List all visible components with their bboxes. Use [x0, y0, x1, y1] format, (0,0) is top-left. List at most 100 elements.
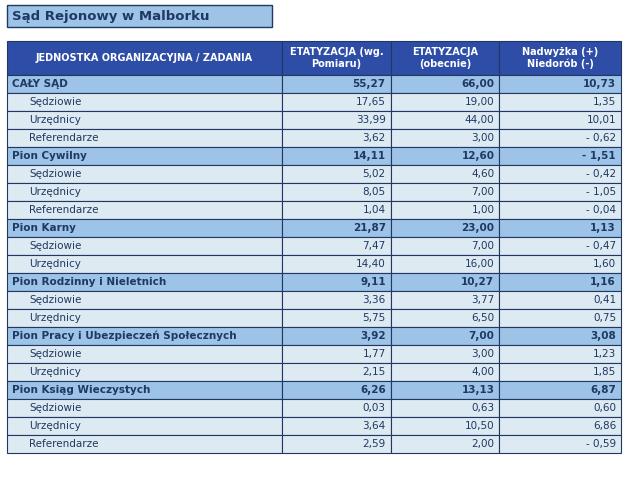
Text: 3,08: 3,08 — [590, 331, 616, 341]
Bar — [282, 417, 391, 435]
Text: 1,60: 1,60 — [593, 259, 616, 269]
Text: 1,04: 1,04 — [363, 205, 386, 215]
Bar — [7, 183, 282, 201]
Bar — [7, 363, 282, 381]
Text: Pion Rodzinny i Nieletnich: Pion Rodzinny i Nieletnich — [12, 277, 166, 287]
Text: 1,16: 1,16 — [590, 277, 616, 287]
Bar — [499, 399, 621, 417]
Bar — [391, 237, 499, 255]
Text: Pion Pracy i Ubezpieczeń Społecznych: Pion Pracy i Ubezpieczeń Społecznych — [12, 331, 237, 341]
Text: - 0,59: - 0,59 — [586, 439, 616, 449]
Text: 66,00: 66,00 — [462, 79, 494, 89]
Text: Urzędnicy: Urzędnicy — [29, 115, 81, 125]
Bar — [499, 147, 621, 165]
Bar — [499, 273, 621, 291]
Bar — [391, 41, 499, 75]
Text: Sąd Rejonowy w Malborku: Sąd Rejonowy w Malborku — [12, 9, 209, 23]
Bar — [282, 201, 391, 219]
Bar — [391, 255, 499, 273]
Text: 33,99: 33,99 — [356, 115, 386, 125]
Bar — [499, 41, 621, 75]
Bar — [499, 381, 621, 399]
Text: 14,11: 14,11 — [353, 151, 386, 161]
Bar — [7, 201, 282, 219]
Text: 6,87: 6,87 — [590, 385, 616, 395]
Text: 7,00: 7,00 — [469, 331, 494, 341]
Bar — [499, 165, 621, 183]
Bar — [7, 93, 282, 111]
Text: 13,13: 13,13 — [462, 385, 494, 395]
Bar — [391, 417, 499, 435]
Bar — [499, 327, 621, 345]
Text: 3,36: 3,36 — [362, 295, 386, 305]
Text: Sędziowie: Sędziowie — [29, 241, 82, 251]
Text: - 0,04: - 0,04 — [586, 205, 616, 215]
Bar — [7, 75, 282, 93]
Bar — [7, 435, 282, 453]
Bar — [7, 309, 282, 327]
Text: 3,64: 3,64 — [362, 421, 386, 431]
Bar — [7, 273, 282, 291]
Bar — [282, 219, 391, 237]
Text: 10,01: 10,01 — [586, 115, 616, 125]
Text: Pion Cywilny: Pion Cywilny — [12, 151, 87, 161]
Bar — [282, 129, 391, 147]
Text: 0,60: 0,60 — [593, 403, 616, 413]
Text: Sędziowie: Sędziowie — [29, 403, 82, 413]
Bar — [391, 273, 499, 291]
Bar — [391, 93, 499, 111]
Bar — [499, 363, 621, 381]
Bar — [499, 255, 621, 273]
Text: Pion Ksiąg Wieczystych: Pion Ksiąg Wieczystych — [12, 385, 150, 395]
Text: Urzędnicy: Urzędnicy — [29, 187, 81, 197]
Text: Pion Karny: Pion Karny — [12, 223, 76, 233]
Bar — [499, 417, 621, 435]
Text: Sędziowie: Sędziowie — [29, 295, 82, 305]
Bar — [499, 75, 621, 93]
Bar — [282, 345, 391, 363]
Bar — [499, 291, 621, 309]
Bar — [391, 327, 499, 345]
Bar — [282, 237, 391, 255]
Text: 2,15: 2,15 — [362, 367, 386, 377]
Bar — [391, 147, 499, 165]
Bar — [282, 183, 391, 201]
Text: 4,00: 4,00 — [471, 367, 494, 377]
Bar — [391, 345, 499, 363]
Text: 1,23: 1,23 — [593, 349, 616, 359]
Text: - 0,47: - 0,47 — [586, 241, 616, 251]
Bar — [282, 75, 391, 93]
Bar — [499, 93, 621, 111]
Text: Urzędnicy: Urzędnicy — [29, 421, 81, 431]
Text: Referendarze: Referendarze — [29, 439, 99, 449]
Text: 0,41: 0,41 — [593, 295, 616, 305]
Text: 3,00: 3,00 — [471, 133, 494, 143]
Bar — [499, 237, 621, 255]
Text: 2,00: 2,00 — [471, 439, 494, 449]
Text: 3,92: 3,92 — [360, 331, 386, 341]
Text: 9,11: 9,11 — [360, 277, 386, 287]
Bar — [282, 255, 391, 273]
Text: 21,87: 21,87 — [353, 223, 386, 233]
Bar — [391, 363, 499, 381]
Text: 3,00: 3,00 — [471, 349, 494, 359]
Bar — [499, 219, 621, 237]
Bar — [391, 129, 499, 147]
Text: 19,00: 19,00 — [465, 97, 494, 107]
Bar — [499, 345, 621, 363]
Bar — [499, 129, 621, 147]
Bar — [391, 435, 499, 453]
Text: 6,50: 6,50 — [471, 313, 494, 323]
Text: 0,63: 0,63 — [471, 403, 494, 413]
Bar — [499, 309, 621, 327]
Bar — [7, 5, 272, 27]
Text: 0,03: 0,03 — [363, 403, 386, 413]
Text: Sędziowie: Sędziowie — [29, 169, 82, 179]
Text: Urzędnicy: Urzędnicy — [29, 259, 81, 269]
Bar — [282, 381, 391, 399]
Bar — [7, 255, 282, 273]
Bar — [7, 147, 282, 165]
Bar — [7, 129, 282, 147]
Bar — [499, 435, 621, 453]
Text: 6,26: 6,26 — [360, 385, 386, 395]
